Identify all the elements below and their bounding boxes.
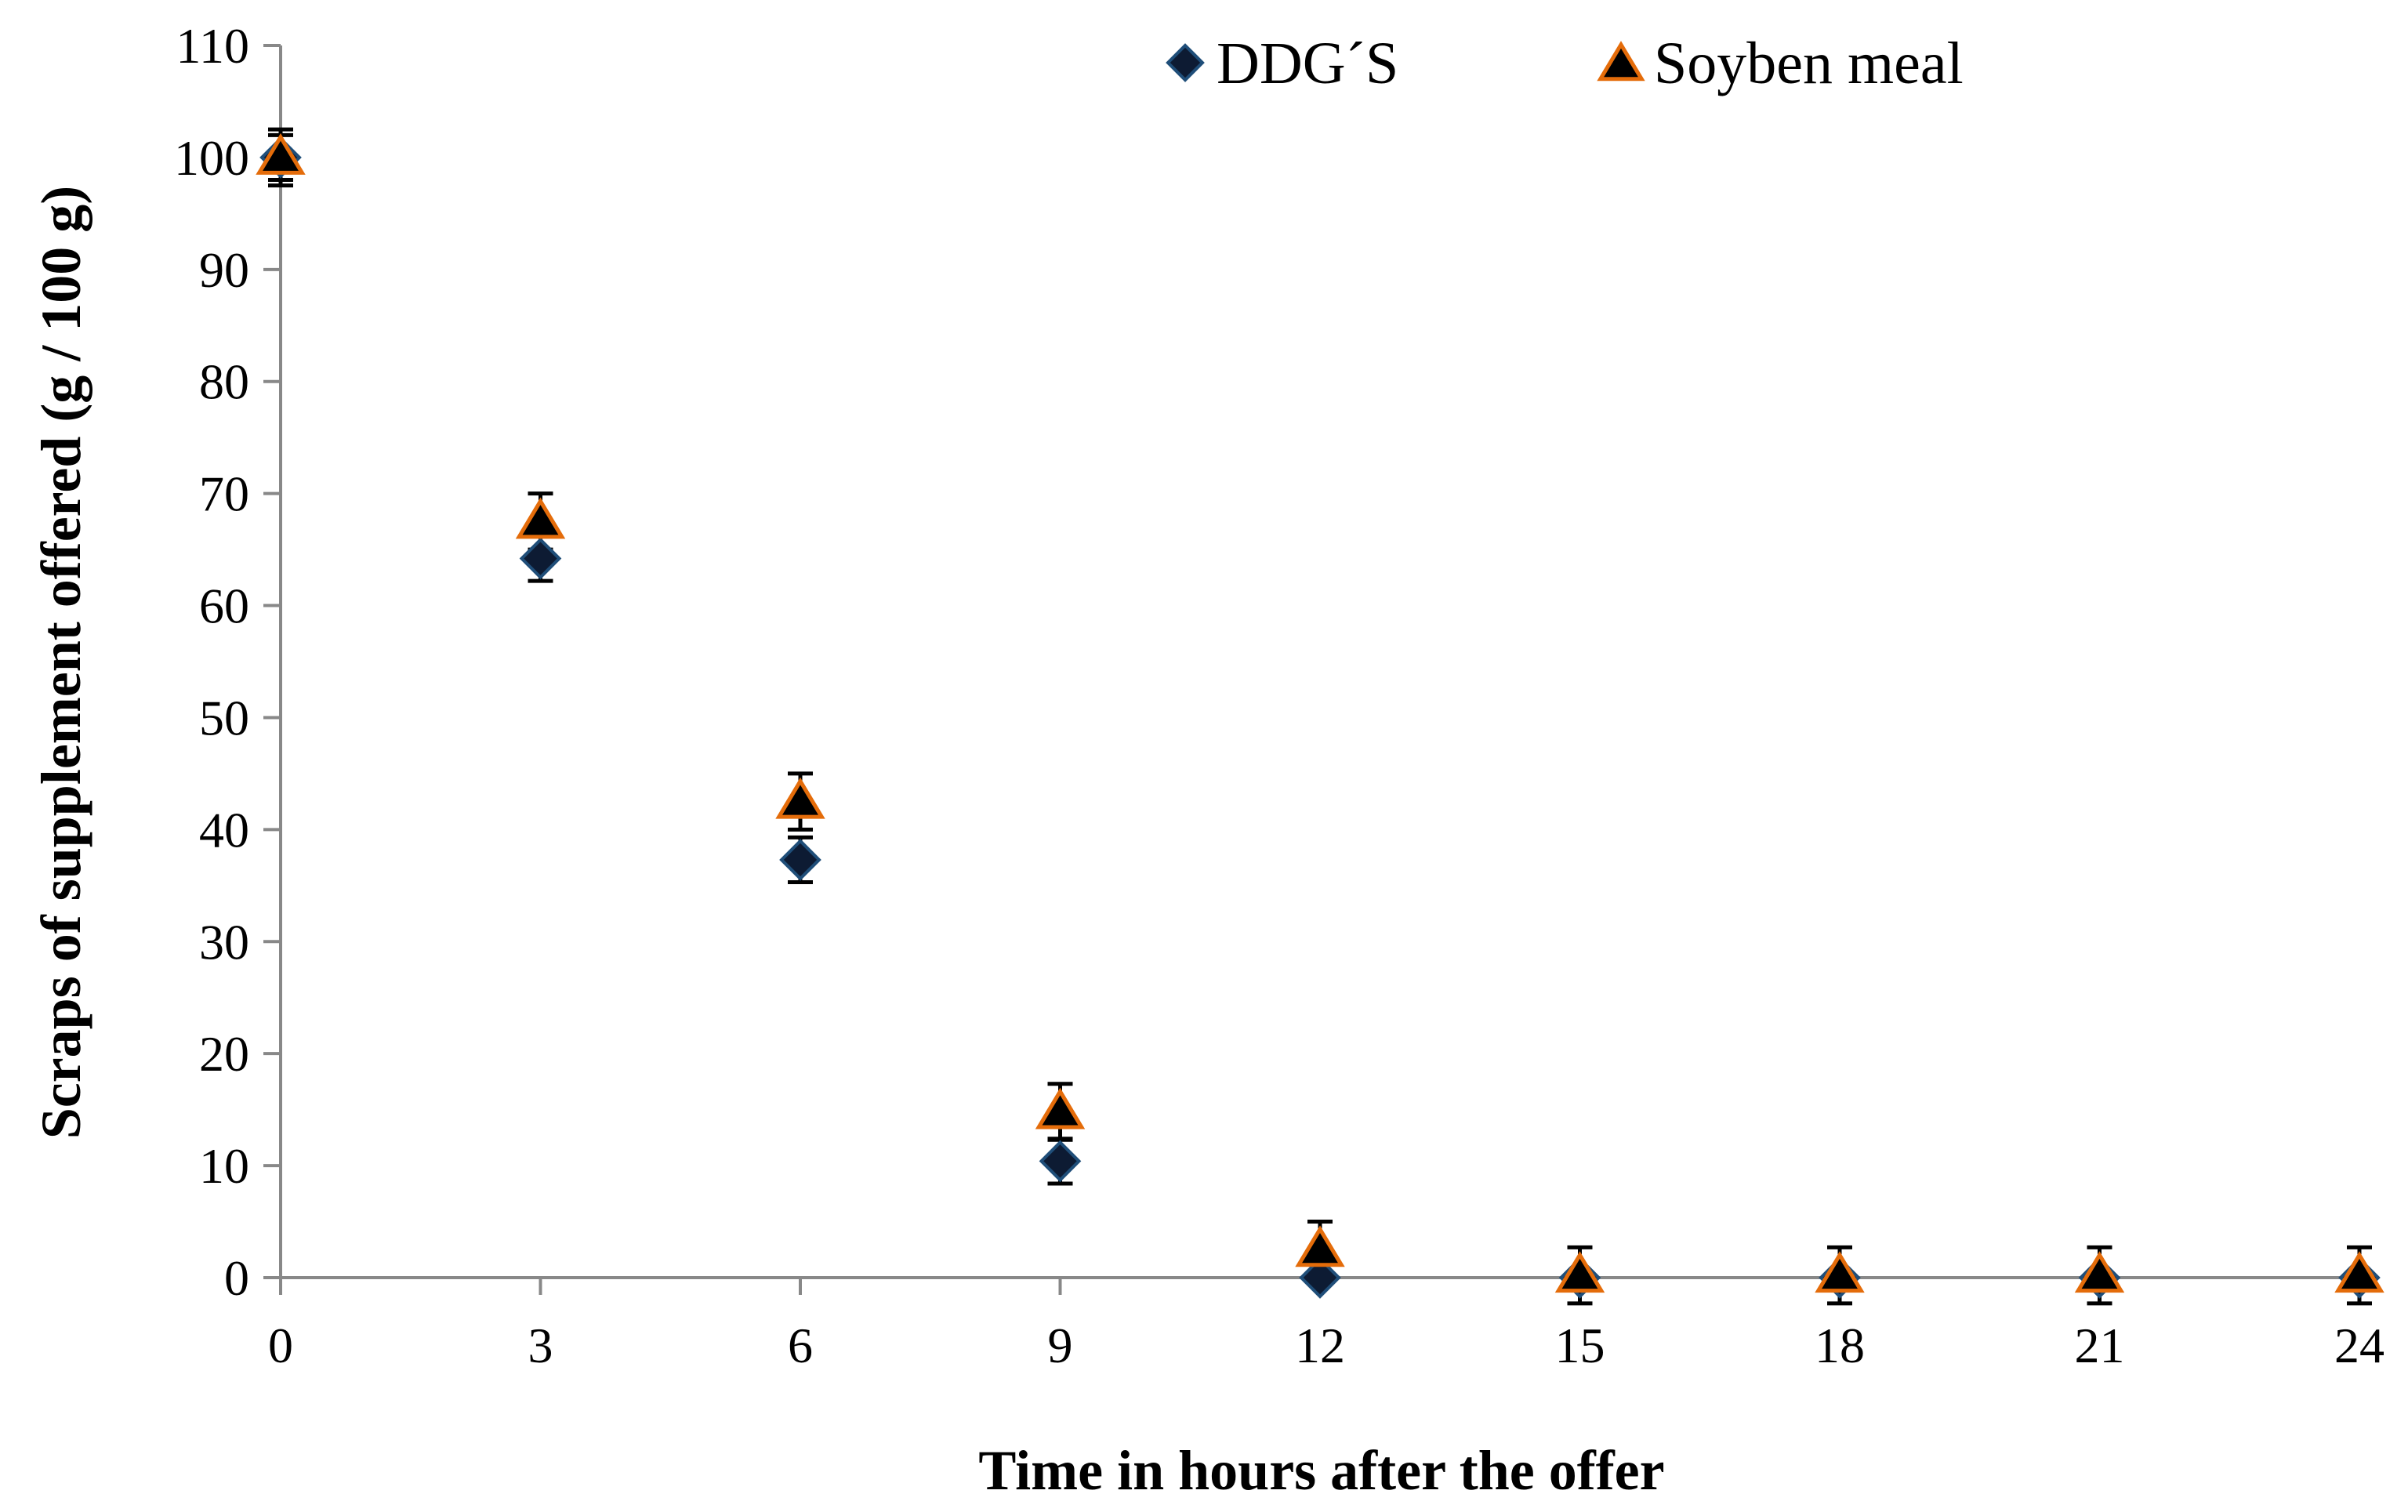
- soybean-meal-point: [1035, 1087, 1086, 1129]
- data-points: [256, 133, 2384, 1299]
- soybean-meal-point: [1554, 1251, 1605, 1293]
- y-tick-label: 90: [199, 242, 249, 298]
- x-tick-label: 6: [788, 1318, 813, 1373]
- y-tick-label: 40: [199, 802, 249, 858]
- ddgs-point: [779, 839, 821, 881]
- soybean-meal-point: [1295, 1225, 1345, 1267]
- x-tick-label: 0: [268, 1318, 293, 1373]
- x-tick-label: 21: [2075, 1318, 2125, 1373]
- y-tick-label: 20: [199, 1026, 249, 1082]
- soybean-meal-point: [775, 777, 825, 819]
- soybean-meal-point: [515, 497, 566, 539]
- legend-triangle-icon: [1597, 41, 1645, 82]
- x-tick-label: 15: [1555, 1318, 1605, 1373]
- x-tick-label: 9: [1048, 1318, 1073, 1373]
- y-tick-label: 100: [174, 130, 249, 186]
- legend-diamond-icon: [1166, 43, 1205, 82]
- ddgs-point: [519, 537, 562, 580]
- error-bars: [268, 127, 2372, 1306]
- y-tick-label: 10: [199, 1138, 249, 1194]
- x-tick-label: 12: [1295, 1318, 1345, 1373]
- axes: [263, 44, 2361, 1295]
- x-tick-label: 18: [1815, 1318, 1865, 1373]
- ddgs-point: [1039, 1140, 1082, 1183]
- y-tick-label: 0: [224, 1250, 249, 1306]
- tick-labels: 0 10 20 30 40 50 60 70 80 90 100 110 0 3 6 9 12 15 18 21 24: [174, 18, 2384, 1373]
- ddgs-point: [1299, 1256, 1341, 1299]
- y-tick-label: 50: [199, 690, 249, 745]
- legend-label: DDG´S: [1217, 31, 1398, 96]
- soybean-meal-point: [1815, 1251, 1865, 1293]
- y-tick-label: 30: [199, 914, 249, 970]
- y-tick-label: 70: [199, 466, 249, 522]
- soybean-meal-point: [2074, 1251, 2125, 1293]
- x-tick-label: 3: [528, 1318, 553, 1373]
- soybean-meal-point: [256, 133, 306, 175]
- y-tick-label: 80: [199, 354, 249, 410]
- x-tick-label: 24: [2334, 1318, 2384, 1373]
- soybean-meal-point: [2334, 1251, 2384, 1293]
- y-tick-label: 60: [199, 578, 249, 634]
- x-axis-title: Time in hours after the offer: [978, 1439, 1664, 1502]
- y-tick-label: 110: [176, 18, 249, 74]
- legend: DDG´S Soyben meal: [1166, 31, 1964, 96]
- y-axis-title: Scraps of supplement offered (g / 100 g): [30, 186, 92, 1140]
- legend-label: Soyben meal: [1654, 31, 1964, 96]
